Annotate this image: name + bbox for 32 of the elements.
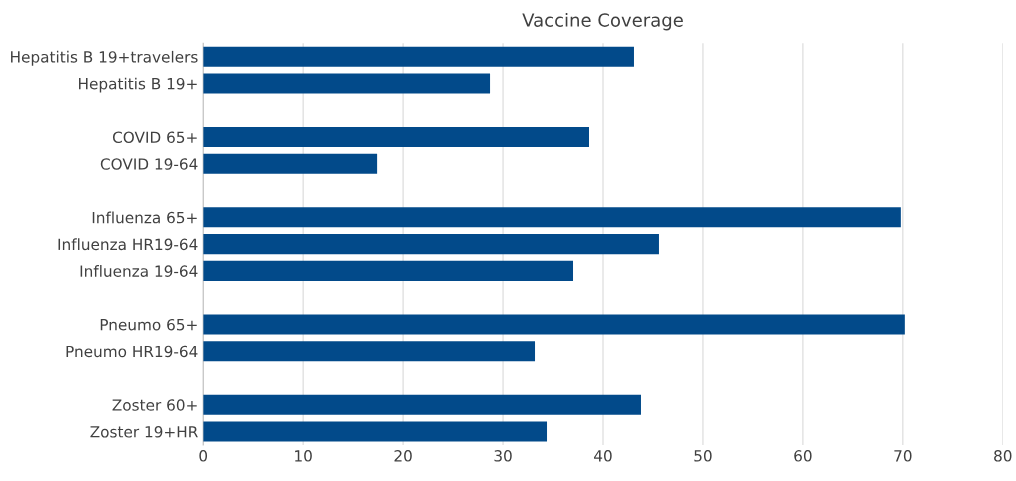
bar bbox=[203, 421, 548, 442]
y-tick-label: Influenza 65+ bbox=[92, 211, 197, 224]
y-tick-label: Zoster 19+HR bbox=[90, 426, 198, 438]
x-tick-label: 60 bbox=[794, 450, 812, 462]
bar bbox=[203, 314, 905, 335]
bar bbox=[203, 153, 378, 174]
x-tick-label: 0 bbox=[199, 450, 208, 462]
bar bbox=[203, 234, 659, 255]
x-tick-label: 20 bbox=[394, 450, 412, 462]
y-tick-label: Pneumo HR19-64 bbox=[66, 345, 198, 358]
y-tick-label: COVID 65+ bbox=[112, 131, 197, 144]
y-tick-label: Influenza HR19-64 bbox=[58, 238, 198, 251]
bar bbox=[203, 260, 574, 281]
x-tick-label: 40 bbox=[594, 450, 612, 462]
x-tick-label: 10 bbox=[295, 450, 312, 462]
bar bbox=[203, 394, 641, 415]
y-tick-label: Pneumo 65+ bbox=[100, 318, 197, 331]
bar bbox=[203, 126, 589, 148]
bar bbox=[203, 73, 491, 94]
x-tick-label: 30 bbox=[494, 450, 512, 462]
x-tick-label: 50 bbox=[694, 450, 712, 462]
y-tick-label: Hepatitis B 19+ bbox=[79, 77, 197, 93]
y-tick-label: Zoster 60+ bbox=[112, 399, 197, 411]
bar bbox=[203, 46, 634, 67]
x-tick-label: 70 bbox=[894, 450, 912, 462]
y-tick-label: Influenza 19-64 bbox=[80, 265, 198, 277]
x-tick-label: 80 bbox=[994, 450, 1012, 462]
y-tick-label: COVID 19-64 bbox=[100, 158, 198, 170]
chart-title: Vaccine Coverage bbox=[522, 12, 683, 31]
bar bbox=[203, 341, 536, 362]
bar bbox=[203, 207, 901, 228]
y-tick-label: Hepatitis B 19+travelers bbox=[11, 50, 198, 66]
